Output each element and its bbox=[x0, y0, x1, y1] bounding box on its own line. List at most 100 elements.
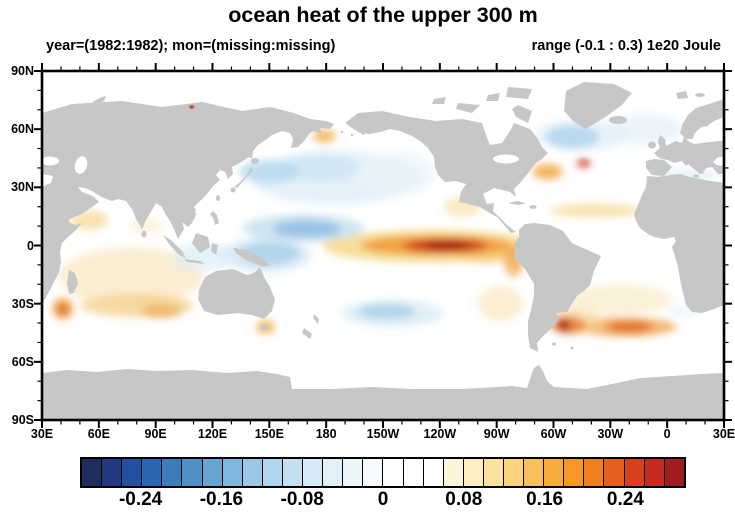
lat-tick-label: 30S bbox=[11, 296, 34, 311]
land-scandinavia bbox=[680, 99, 724, 139]
lon-tick-label: 0 bbox=[663, 427, 671, 441]
land-hokkaido bbox=[251, 158, 259, 164]
land-new-zealand-north bbox=[313, 314, 319, 324]
land-kyushu bbox=[230, 187, 236, 193]
colorbar-cell bbox=[383, 459, 404, 486]
colorbar-cell bbox=[102, 459, 123, 486]
colorbar-cell bbox=[363, 459, 384, 486]
land-honshu bbox=[234, 167, 253, 188]
colorbar-cell bbox=[624, 459, 645, 486]
lon-tick-label: 150W bbox=[366, 427, 400, 441]
colorbar-cell bbox=[403, 459, 424, 486]
land-sulawesi bbox=[211, 243, 218, 255]
land-tasmania bbox=[260, 324, 268, 330]
colorbar-cell bbox=[262, 459, 283, 486]
lon-tick-label: 180 bbox=[315, 427, 337, 441]
land-baffin-island bbox=[512, 105, 532, 123]
colorbar-cell bbox=[282, 459, 304, 486]
colorbar-cell bbox=[182, 459, 203, 486]
land-europe bbox=[654, 137, 724, 174]
colorbar-cell bbox=[644, 459, 665, 486]
colorbar-cell bbox=[463, 459, 484, 486]
land-aleutian-2 bbox=[350, 133, 354, 137]
lon-tick-label: 60W bbox=[540, 427, 567, 441]
land-sumatra bbox=[163, 235, 186, 258]
land-svalbard-east bbox=[695, 93, 705, 97]
land-ellesmere-island bbox=[506, 87, 532, 99]
lat-tick-label: 60S bbox=[11, 354, 34, 369]
lon-tick-label: 120W bbox=[423, 427, 457, 441]
anomaly-indian-ocean-broad-warm bbox=[59, 247, 203, 306]
anomaly-west-pacific-north-band-core-cool bbox=[273, 220, 342, 238]
anomaly-se-pacific-warm bbox=[477, 286, 524, 322]
land-new-zealand-south bbox=[302, 328, 312, 339]
lon-tick-label: 60E bbox=[87, 427, 110, 441]
land-antarctica bbox=[42, 365, 724, 420]
anomaly-el-nino-inner-core bbox=[424, 241, 471, 250]
land-new-guinea bbox=[233, 248, 270, 267]
colorbar-cell bbox=[162, 459, 183, 486]
colorbar-cell bbox=[122, 459, 143, 486]
land-falkland-islands bbox=[552, 342, 556, 346]
colorbar-cell bbox=[564, 459, 585, 486]
land-africa-west bbox=[634, 174, 724, 313]
land-borneo bbox=[192, 233, 210, 253]
colorbar-tick-label: 0.08 bbox=[445, 489, 483, 510]
land-eurasia bbox=[42, 101, 334, 239]
colorbar-cell bbox=[503, 459, 525, 486]
colorbar-tick-label: -0.24 bbox=[118, 489, 163, 510]
anomaly-overlay-layer bbox=[189, 105, 194, 109]
anomaly-south-atlantic-subtropics-warm bbox=[566, 284, 673, 316]
land-java bbox=[184, 259, 205, 264]
lon-tick-label: 90W bbox=[483, 427, 510, 441]
colorbar-cell bbox=[202, 459, 223, 486]
lat-tick-label: 0 bbox=[27, 238, 34, 253]
land-hispaniola bbox=[529, 205, 537, 209]
anomaly-indonesia-cool bbox=[172, 243, 234, 271]
land-sri-lanka bbox=[141, 230, 147, 238]
colorbar-cell bbox=[584, 459, 605, 486]
colorbar-cell bbox=[343, 459, 364, 486]
land-iberia bbox=[646, 159, 672, 176]
anomaly-north-atlantic-subpolar-cool bbox=[545, 125, 599, 149]
continents-layer bbox=[41, 82, 727, 420]
colorbar-cell bbox=[242, 459, 263, 486]
land-north-america bbox=[345, 111, 548, 233]
anomaly-south-atlantic-40s-core bbox=[606, 321, 652, 333]
colorbar-cell bbox=[82, 459, 103, 486]
colorbar bbox=[80, 457, 686, 488]
lake-great-lakes bbox=[493, 154, 519, 164]
colorbar-tick-label: -0.08 bbox=[280, 489, 324, 510]
land-australia bbox=[198, 267, 275, 319]
anomaly-central-north-pacific-cool bbox=[282, 154, 359, 182]
lon-tick-label: 30W bbox=[597, 427, 624, 441]
sea-baltic bbox=[693, 126, 707, 138]
lat-tick-label: 90S bbox=[11, 413, 34, 427]
land-madagascar bbox=[67, 270, 78, 294]
colorbar-cell bbox=[483, 459, 504, 486]
colorbar-tick-label: 0.16 bbox=[526, 489, 564, 510]
lon-tick-label: 30E bbox=[30, 427, 54, 441]
land-greenland bbox=[564, 82, 632, 129]
anomaly-brazil-malvinas-core bbox=[557, 319, 571, 331]
anomaly-ne-pacific-cool bbox=[360, 152, 437, 196]
map-plot bbox=[34, 63, 732, 428]
lat-tick-label: 90N bbox=[11, 64, 34, 78]
anomaly-bay-of-bengal-warm bbox=[129, 218, 164, 234]
lon-tick-label: 90E bbox=[144, 427, 167, 441]
land-south-georgia bbox=[570, 346, 574, 350]
anomaly-atlantic-20n-band bbox=[549, 203, 641, 218]
land-iceland bbox=[609, 116, 627, 124]
land-svalbard bbox=[676, 91, 688, 99]
lon-tick-label: 150E bbox=[254, 427, 284, 441]
anomaly-agulhas-core bbox=[57, 303, 69, 316]
land-arctic-island-1 bbox=[486, 93, 500, 101]
land-hainan bbox=[190, 207, 196, 213]
land-arctic-island-2 bbox=[432, 97, 446, 104]
lat-tick-label: 30N bbox=[11, 180, 34, 195]
colorbar-cell bbox=[524, 459, 545, 486]
land-victoria-island bbox=[456, 103, 480, 113]
subtitle-right: range (-0.1 : 0.3) 1e20 Joule bbox=[531, 38, 721, 54]
lon-tick-label: 30E bbox=[712, 427, 735, 441]
